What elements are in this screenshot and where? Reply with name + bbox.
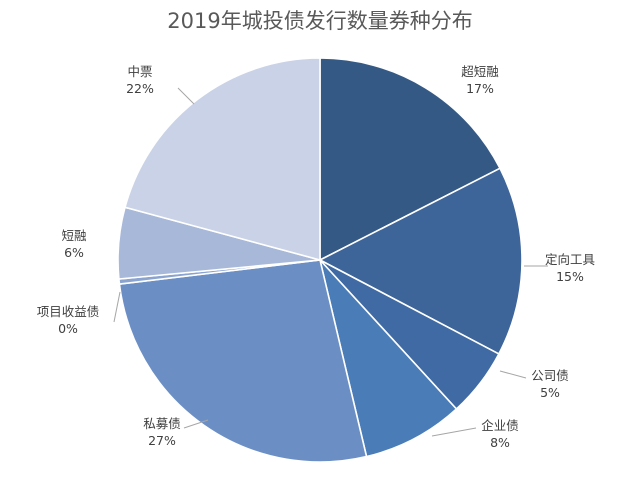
slice-label-percent-2: 5% xyxy=(540,385,560,400)
slice-label-percent-4: 27% xyxy=(148,433,176,448)
pie-slice-0 xyxy=(319,57,502,262)
slice-label-percent-5: 0% xyxy=(58,321,78,336)
slice-label-name-2: 公司债 xyxy=(531,368,569,383)
slice-label-percent-6: 6% xyxy=(64,245,84,260)
leader-lines xyxy=(113,87,548,437)
slice-label-name-4: 私募债 xyxy=(143,416,181,431)
slice-label-name-0: 超短融 xyxy=(461,64,499,79)
pie-slice-1 xyxy=(318,167,523,356)
slice-label-name-1: 定向工具 xyxy=(545,252,596,267)
pie-slice-3 xyxy=(318,257,458,458)
slice-label-percent-3: 8% xyxy=(490,435,510,450)
chart-title: 2019年城投债发行数量券种分布 xyxy=(167,9,472,33)
leader-line-3 xyxy=(431,427,477,437)
slices xyxy=(117,57,523,463)
slice-label-percent-7: 22% xyxy=(126,81,154,96)
leader-line-2 xyxy=(499,370,527,379)
leader-line-7 xyxy=(177,87,195,105)
leader-line-5 xyxy=(113,291,121,323)
pie-slice-4 xyxy=(118,259,368,463)
slice-label-name-3: 企业债 xyxy=(481,418,519,433)
slice-labels: 超短融 17% 定向工具 15% 公司债 5% 企业债 8% 私募债 27% 项目收益债 0% 短融 6%… xyxy=(37,64,596,450)
slice-label-name-5: 项目收益债 xyxy=(37,304,100,319)
leader-line-4 xyxy=(183,419,209,429)
slice-label-name-6: 短融 xyxy=(61,228,87,243)
slice-label-name-7: 中票 xyxy=(127,64,152,79)
slice-label-percent-0: 17% xyxy=(466,81,494,96)
pie-slice-7 xyxy=(124,57,321,262)
slice-label-percent-1: 15% xyxy=(556,269,584,284)
